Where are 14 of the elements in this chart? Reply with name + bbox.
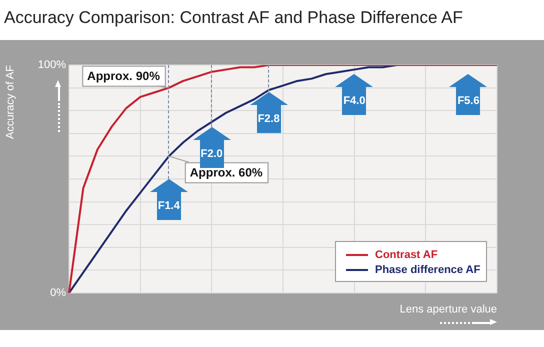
y-axis-title: Accuracy of AF <box>4 64 17 139</box>
legend-label: Contrast AF <box>375 248 438 260</box>
y-tick-label: 100% <box>38 59 66 72</box>
legend-label: Phase difference AF <box>375 264 480 276</box>
annotation: Approx. 60% <box>190 166 263 180</box>
chart-title: Accuracy Comparison: Contrast AF and Phase Difference AF <box>4 8 463 28</box>
annotation: F4.0 <box>342 87 366 116</box>
annotation: F1.4 <box>156 192 181 220</box>
y-tick-label: 0% <box>50 287 66 300</box>
annotation: F2.0 <box>200 148 223 160</box>
annotation: Approx. 90% <box>87 69 160 84</box>
x-axis-title: Lens aperture value <box>400 303 497 316</box>
annotation: F2.8 <box>256 105 281 134</box>
annotation: F5.6 <box>456 87 480 116</box>
